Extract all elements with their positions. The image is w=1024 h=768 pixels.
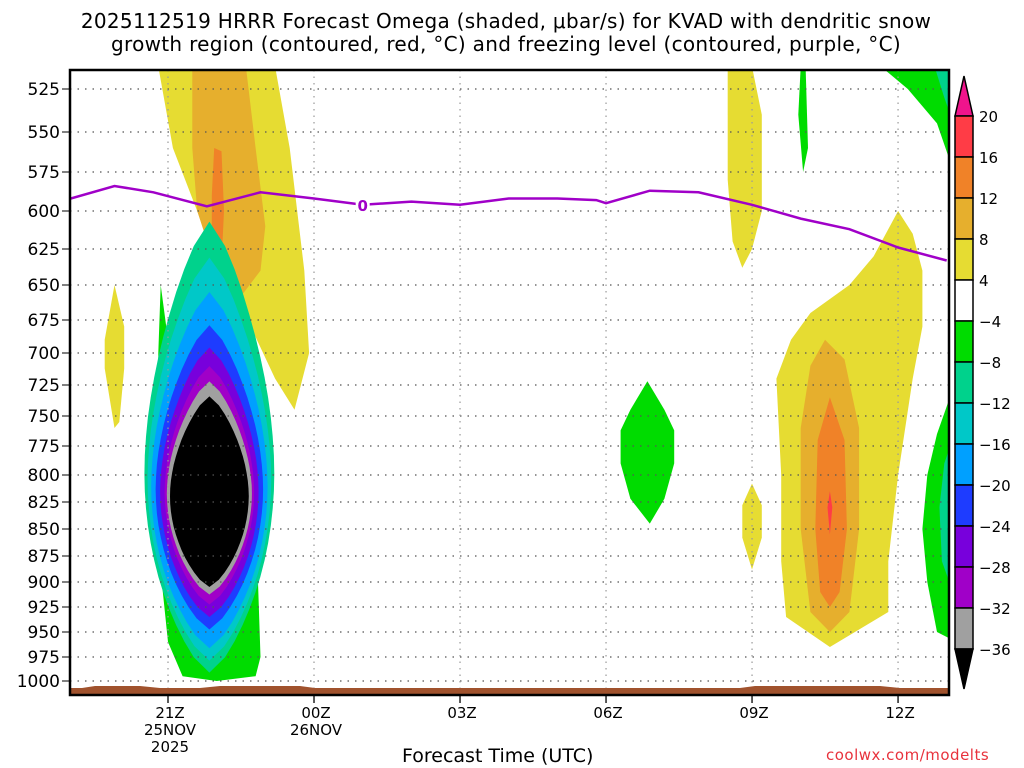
omega-region-neg8-12: [935, 71, 948, 109]
x-tick-label: 26NOV: [290, 721, 343, 739]
y-tick-label: 800: [28, 466, 60, 486]
y-tick-label: 750: [28, 407, 60, 427]
x-tick-label: 21Z: [155, 704, 184, 722]
y-tick-label: 1000: [17, 672, 60, 692]
colorbar-segment: [954, 402, 974, 445]
terrain-fill: [71, 686, 948, 694]
colorbar-tick-label: −4: [979, 313, 1001, 331]
y-tick-label: 600: [28, 202, 60, 222]
colorbar-tick-label: −36: [979, 641, 1011, 659]
x-tick-label: 12Z: [885, 704, 914, 722]
colorbar-tick-label: 20: [979, 108, 998, 126]
colorbar-tick-label: −32: [979, 600, 1011, 618]
colorbar-tick-label: −12: [979, 395, 1011, 413]
colorbar-tick-label: 16: [979, 149, 998, 167]
y-tick-label: 700: [28, 344, 60, 364]
y-tick-label: 525: [28, 80, 60, 100]
colorbar-tick-label: −16: [979, 436, 1011, 454]
colorbar-segment: [954, 238, 974, 281]
colorbar-tick-label: 4: [979, 272, 989, 290]
terrain-strip: [71, 686, 948, 694]
colorbar-tick-label: 12: [979, 190, 998, 208]
y-tick-label: 650: [28, 276, 60, 296]
y-tick-label: 900: [28, 573, 60, 593]
x-tick-label: 09Z: [739, 704, 768, 722]
y-axis: 525 550 575 600 625 650 675 700 725 750 775 800 825 8…: [17, 80, 70, 692]
chart-title-line-2: growth region (contoured, red, °C) and f…: [111, 32, 901, 56]
colorbar-segment: [954, 115, 974, 158]
plot-frame: [68, 68, 951, 697]
y-tick-label: 825: [28, 493, 60, 513]
x-axis-label: Forecast Time (UTC): [402, 745, 594, 767]
y-tick-label: 850: [28, 520, 60, 540]
freezing-level-contour: 0: [71, 184, 948, 262]
omega-region-neg4-8: [922, 402, 948, 638]
credit-link[interactable]: coolwx.com/modelts: [826, 746, 990, 764]
chart-title-line-1: 2025112519 HRRR Forecast Omega (shaded, …: [80, 9, 932, 33]
colorbar-tick-label: −24: [979, 518, 1011, 536]
y-tick-label: 950: [28, 623, 60, 643]
y-tick-label: 875: [28, 547, 60, 567]
colorbar-segment: [954, 320, 974, 363]
colorbar-segment: [954, 484, 974, 527]
colorbar-segment: [954, 156, 974, 199]
y-tick-label: 675: [28, 311, 60, 331]
y-tick-label: 925: [28, 598, 60, 618]
x-tick-label: 00Z: [301, 704, 330, 722]
x-tick-label: 06Z: [593, 704, 622, 722]
colorbar-over-arrow: [954, 75, 974, 117]
omega-region-neg4-8: [886, 71, 948, 156]
y-tick-label: 775: [28, 437, 60, 457]
omega-shading: [104, 71, 948, 681]
colorbar-tick-label: 8: [979, 231, 989, 249]
freezing-level-label-bg: [355, 196, 370, 212]
colorbar-tick-label: −8: [979, 354, 1001, 372]
y-tick-label: 625: [28, 240, 60, 260]
colorbar-segment: [954, 361, 974, 404]
omega-region-pos4-8: [104, 285, 125, 428]
x-tick-label: 03Z: [447, 704, 476, 722]
colorbar-tick-label: −20: [979, 477, 1011, 495]
colorbar-segment: [954, 197, 974, 240]
colorbar-under-arrow: [954, 648, 974, 690]
omega-region-neg8-12: [939, 452, 948, 579]
omega-region-pos4-8: [727, 71, 762, 268]
y-tick-label: 550: [28, 123, 60, 143]
y-tick-label: 975: [28, 648, 60, 668]
omega-region-neg4-8: [798, 71, 808, 172]
colorbar-segment: [954, 279, 974, 322]
colorbar-segment: [954, 525, 974, 568]
colorbar: 20 16 12 8 4 −4 −8 −12 −16 −20 −24 −28 −32 −36: [954, 75, 1011, 690]
colorbar-segment: [954, 443, 974, 486]
y-tick-label: 725: [28, 376, 60, 396]
omega-region-below-neg36: [170, 396, 249, 587]
grid-lines: [71, 71, 948, 694]
freezing-level-line: [71, 184, 948, 262]
colorbar-segment: [954, 566, 974, 609]
omega-region-neg4-8: [620, 381, 675, 524]
omega-region-pos4-8: [742, 483, 762, 570]
colorbar-segment: [954, 607, 974, 650]
x-tick-label: 2025: [151, 738, 189, 756]
x-tick-label: 25NOV: [144, 721, 197, 739]
y-tick-label: 575: [28, 163, 60, 183]
colorbar-tick-label: −28: [979, 559, 1011, 577]
freezing-level-label: 0: [357, 197, 367, 215]
